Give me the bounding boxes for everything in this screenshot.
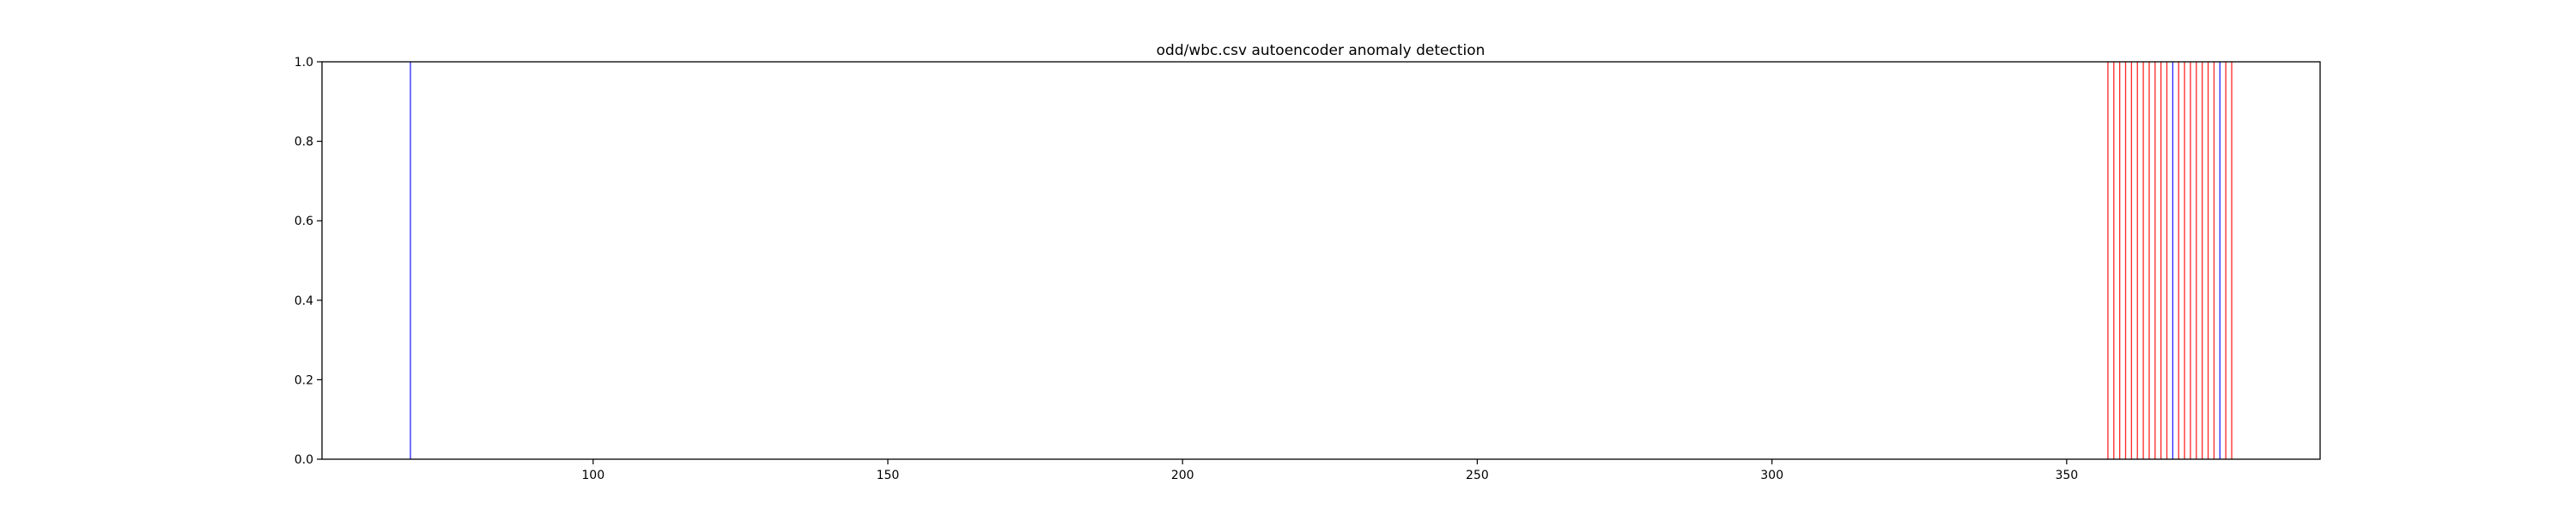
axes-layer: 100 150 200 250 300 350 0.0 0.2 0.4 0.6 0.8 1.0 xyxy=(295,56,2078,482)
y-tick-label-0: 0.0 xyxy=(295,453,313,467)
y-tick-label-4: 0.8 xyxy=(295,136,313,149)
y-tick-label-3: 0.6 xyxy=(295,215,313,228)
x-tick-label-0: 100 xyxy=(581,469,605,482)
x-tick-label-3: 250 xyxy=(1466,469,1489,482)
x-tick-label-1: 150 xyxy=(877,469,900,482)
x-tick-label-5: 350 xyxy=(2055,469,2078,482)
x-tick-label-2: 200 xyxy=(1171,469,1194,482)
y-tick-label-2: 0.4 xyxy=(295,294,313,308)
plot-frame xyxy=(321,61,2321,460)
x-tick-label-4: 300 xyxy=(1760,469,1783,482)
y-tick-label-1: 0.2 xyxy=(295,373,313,387)
y-tick-label-5: 1.0 xyxy=(295,56,313,70)
chart-title: odd/wbc.csv autoencoder anomaly detectio… xyxy=(1157,42,1485,59)
marks-layer xyxy=(410,62,2233,459)
